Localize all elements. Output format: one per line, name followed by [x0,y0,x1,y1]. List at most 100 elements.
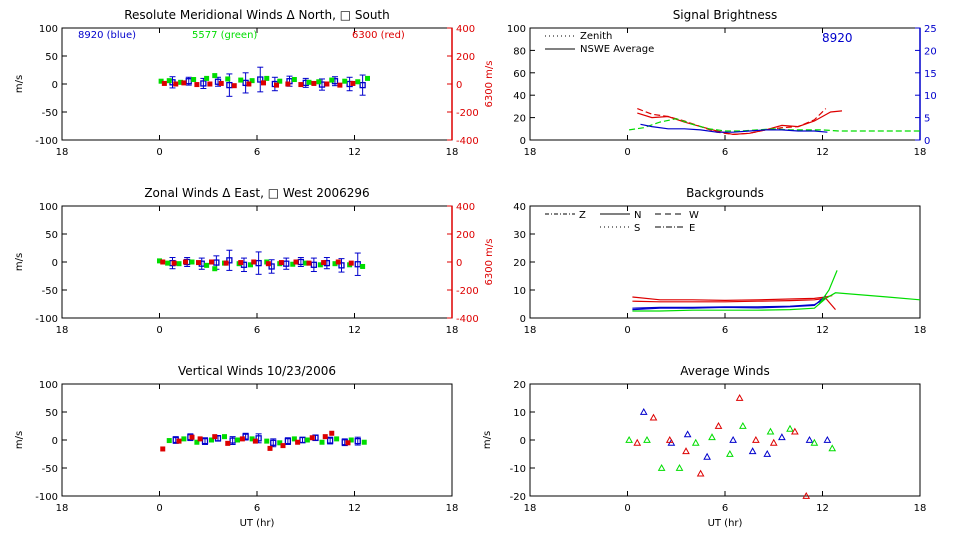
data-point [265,261,271,267]
y-tick-label: -50 [42,108,58,119]
series-blue [632,297,827,309]
data-point [212,266,218,272]
data-point [166,78,172,84]
data-point [194,82,200,88]
data-point [337,82,343,88]
data-point [277,440,283,446]
y-axis-label: m/s [14,431,25,449]
series-red [160,430,351,452]
plot-frame [529,383,921,497]
x-tick-label: 12 [348,325,361,336]
data-point [222,434,227,440]
x-tick-label: 18 [914,147,927,158]
data-point [246,81,252,87]
y2-tick-label: -200 [456,286,479,297]
x-tick-label: 18 [446,503,459,514]
data-point [194,439,200,445]
y-tick-label: 10 [513,408,526,419]
data-point [354,437,361,445]
data-point [311,80,317,86]
data-point [360,263,366,269]
y2-tick-label: 400 [456,202,475,213]
series-line [818,270,838,305]
data-point [665,435,674,443]
data-point [261,80,266,86]
data-point [248,262,253,268]
annotation: 5577 (green) [192,30,257,41]
x-tick-label: 6 [722,147,728,158]
data-point [189,434,195,440]
data-point [183,259,188,265]
data-point [683,430,692,438]
y2-axis-label: 6300 m/s [484,61,495,108]
x-tick-label: 12 [816,325,829,336]
data-point [291,436,297,442]
data-point [739,421,747,429]
y-axis-label: m/s [14,253,25,271]
data-point [714,421,723,429]
data-point [268,263,275,270]
data-point [703,452,711,460]
legend-label: N [634,210,641,221]
y-tick-label: 100 [39,202,58,213]
y-tick-label: 100 [39,380,58,391]
legend-label: NSWE Average [580,44,654,55]
y2-tick-label: 0 [924,136,930,147]
x-tick-label: 0 [156,147,162,158]
data-point [160,259,166,265]
data-point [284,437,292,445]
data-point [735,393,744,401]
data-point [291,77,297,83]
y2-tick-label: 400 [456,24,475,35]
data-point [225,76,231,82]
chart-average: Average Winds 18 0 6 12 18 20 10 0 -10 -20 m/s UT (h… [482,364,926,529]
x-tick-label: 18 [524,147,537,158]
y2-tick-label: 200 [456,230,475,241]
x-tick-label: 18 [446,147,459,158]
chart-zonal: Zonal Winds Δ East, □ West 2006296 18 0 6 12… [14,186,495,336]
y-tick-label: 100 [39,24,58,35]
data-point [752,435,760,443]
data-point [176,438,182,444]
data-point [209,437,214,443]
y-tick-label: 0 [52,436,58,447]
y-tick-label: 100 [507,24,526,35]
chart-vertical: Vertical Winds 10/23/2006 18 0 6 12 18 100 50 0 -… [14,364,458,529]
data-point [625,435,633,443]
data-point [769,438,778,446]
data-point [160,446,166,452]
data-point [264,75,270,81]
data-point [196,260,201,266]
data-point [691,438,700,446]
data-point [178,79,184,85]
plot-frame [61,205,453,319]
x-tick-label: 0 [624,147,630,158]
y-tick-label: 0 [520,136,526,147]
series-blue [640,123,828,133]
data-point [277,78,283,84]
data-point [321,260,327,266]
y-tick-label: 40 [513,91,526,102]
data-point [306,260,312,266]
chart-title: Backgrounds [686,186,764,200]
chart-title: Vertical Winds 10/23/2006 [178,364,336,378]
data-point [278,260,284,266]
legend: Zenith NSWE Average [545,31,654,55]
data-point [316,79,322,85]
data-point [252,438,258,444]
data-point [251,259,257,265]
y-tick-label: 0 [520,436,526,447]
data-point [802,491,811,499]
data-point [171,260,177,266]
series-red [161,80,356,89]
data-point [805,435,814,443]
y2-tick-label: -400 [456,136,479,147]
data-point [165,260,171,266]
x-tick-label: 12 [816,503,829,514]
legend-label: S [634,223,640,234]
data-point [696,469,705,477]
series-red [160,259,354,267]
x-tick-label: 0 [624,503,630,514]
